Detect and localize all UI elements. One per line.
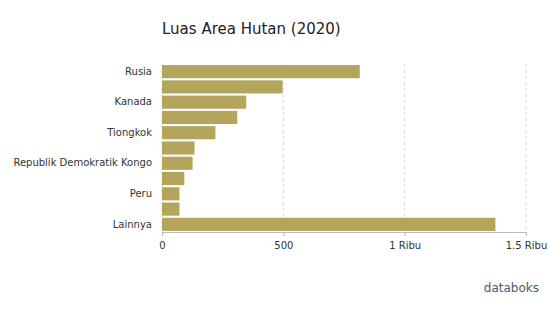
x-tick-label: 1.5 Ribu (506, 240, 548, 251)
bar (162, 141, 195, 154)
plot: 0 500 1 Ribu 1.5 Ribu Rusia Kanada Tiongkok Rep… (13, 64, 547, 251)
y-tick-label: Kanada (115, 96, 152, 107)
y-tick: Rusia (125, 66, 152, 77)
bar (162, 96, 246, 109)
y-tick-label: Republik Demokratik Kongo (13, 157, 152, 168)
y-tick-label: Rusia (125, 66, 152, 77)
grid-line (404, 64, 405, 232)
bar (162, 80, 283, 93)
bar (162, 111, 237, 124)
bar (162, 218, 495, 231)
y-tick: Kanada (115, 96, 152, 107)
x-tick-mark (283, 232, 284, 236)
bar (162, 65, 360, 78)
y-tick: Tiongkok (106, 127, 152, 138)
bar (162, 203, 179, 216)
y-tick-label: Lainnya (113, 219, 152, 230)
x-axis-line (163, 233, 527, 237)
chart: Luas Area Hutan (2020) 0 500 1 Ribu 1.5 Ribu… (0, 0, 557, 313)
y-axis: Rusia Kanada Tiongkok Republik Demokratik K… (13, 66, 152, 230)
x-tick-mark (162, 232, 163, 236)
x-tick: 1.5 Ribu (506, 232, 548, 251)
x-tick-mark (526, 232, 527, 236)
y-tick: Republik Demokratik Kongo (13, 157, 152, 168)
x-tick: 500 (274, 232, 293, 251)
y-tick: Peru (130, 188, 152, 199)
x-tick-label: 500 (274, 240, 293, 251)
x-tick-label: 0 (159, 240, 165, 251)
y-tick-label: Peru (130, 188, 152, 199)
bar (162, 157, 193, 170)
y-tick-label: Tiongkok (106, 127, 152, 138)
x-tick: 0 (159, 232, 165, 251)
x-tick: 1 Ribu (389, 232, 421, 251)
y-tick: Lainnya (113, 219, 152, 230)
x-axis: 0 500 1 Ribu 1.5 Ribu (159, 232, 547, 251)
bar (162, 172, 184, 185)
bars (162, 65, 495, 231)
x-tick-label: 1 Ribu (389, 240, 421, 251)
bar (162, 126, 215, 139)
bar (162, 187, 179, 200)
grid-line (526, 64, 527, 232)
title: Luas Area Hutan (2020) (162, 20, 341, 38)
grid (162, 64, 526, 232)
grid-line (283, 64, 284, 232)
credit: databoks (484, 281, 539, 295)
x-tick-mark (405, 232, 406, 236)
